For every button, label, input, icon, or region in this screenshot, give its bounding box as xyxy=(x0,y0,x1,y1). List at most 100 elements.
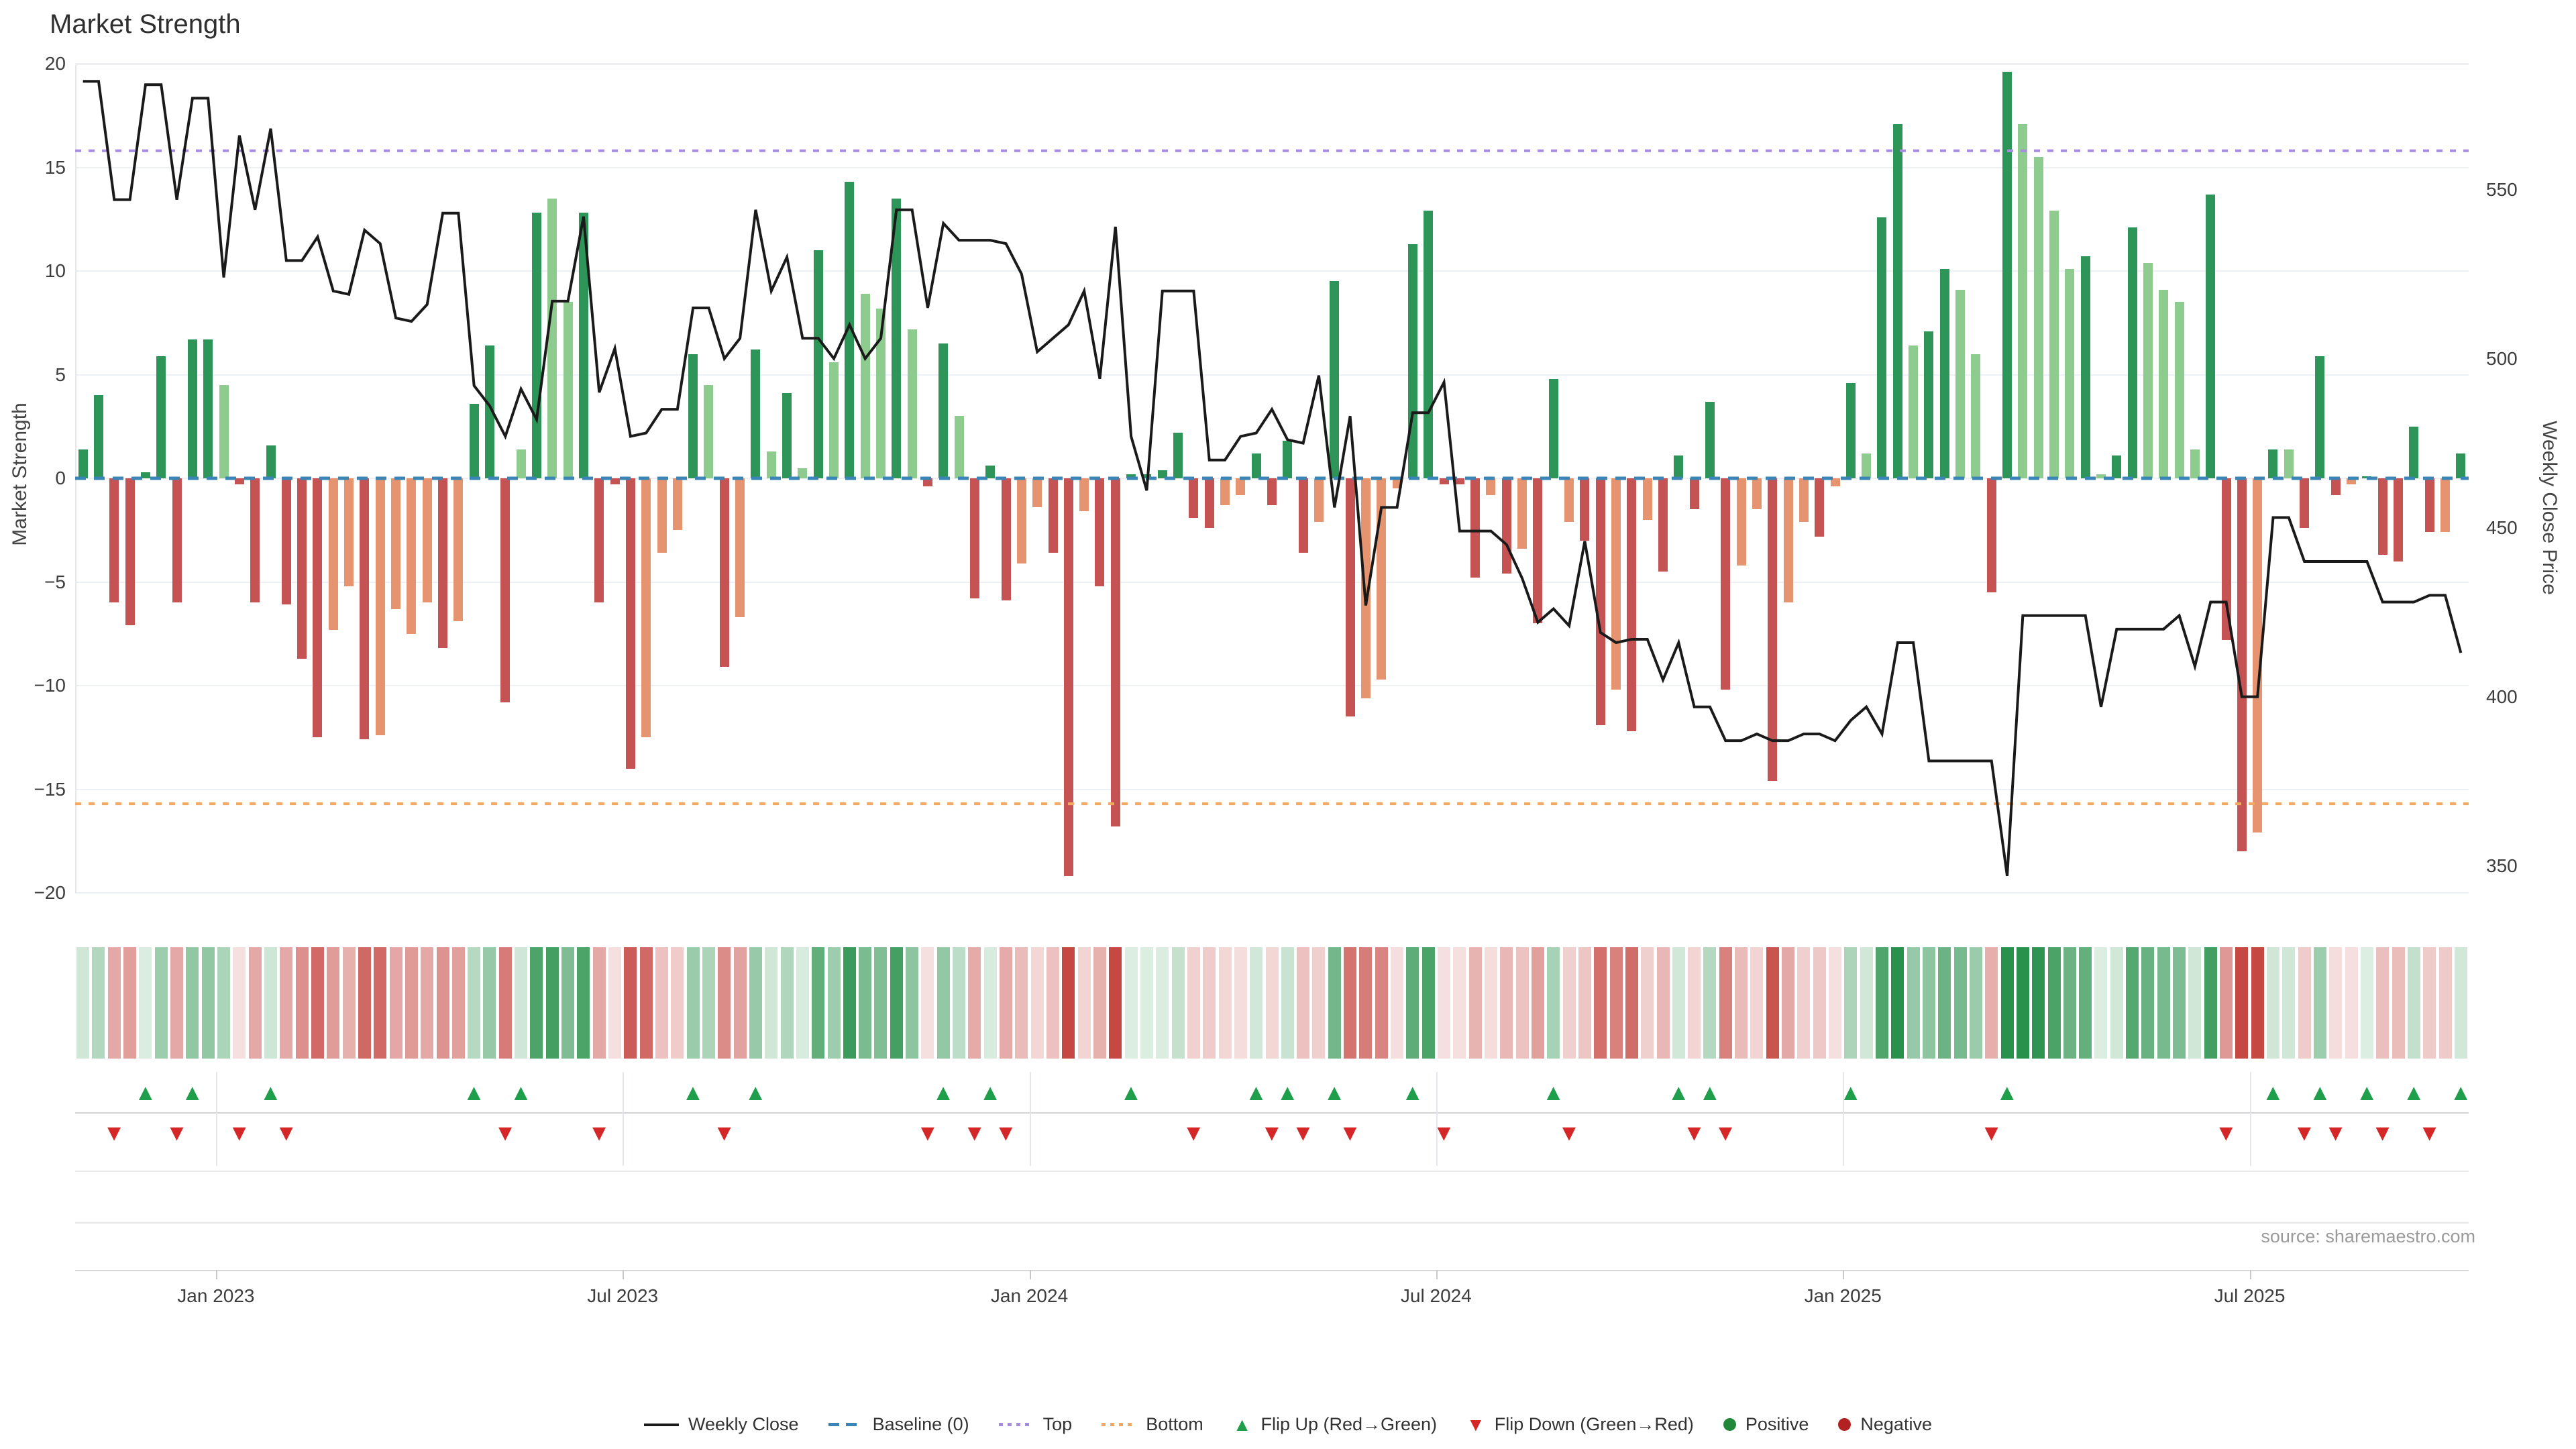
strength-bar xyxy=(1220,478,1230,506)
strength-bar xyxy=(2456,453,2466,478)
flip-up-icon: ▲ xyxy=(180,1080,204,1106)
heatmap-cell xyxy=(906,947,919,1059)
heatmap-cell xyxy=(2282,947,2296,1059)
heatmap-cell xyxy=(405,947,418,1059)
strength-bar xyxy=(813,250,823,478)
strength-bar xyxy=(1032,478,1042,508)
y-left-tick-label: −10 xyxy=(34,675,66,696)
heatmap-cell xyxy=(123,947,137,1059)
strength-bar xyxy=(109,478,119,603)
legend-item-flip-down[interactable]: ▼ Flip Down (Green→Red) xyxy=(1466,1414,1694,1435)
heatmap-cell xyxy=(2032,947,2045,1059)
legend-item-weekly-close[interactable]: Weekly Close xyxy=(644,1414,799,1435)
strength-bar xyxy=(1204,478,1214,529)
flip-up-icon: ▲ xyxy=(2355,1080,2379,1106)
strength-bar xyxy=(1768,478,1778,782)
flip-down-icon: ▼ xyxy=(1182,1120,1205,1146)
heatmap-cell xyxy=(2141,947,2155,1059)
y-right-tick-label: 400 xyxy=(2486,686,2518,707)
heatmap-cell xyxy=(2313,947,2326,1059)
heatmap-cell xyxy=(608,947,622,1059)
heatmap-cell xyxy=(1907,947,1920,1059)
heatmap-cell xyxy=(2235,947,2249,1059)
heatmap-cell xyxy=(1562,947,1576,1059)
heatmap-cell xyxy=(2345,947,2358,1059)
strength-bar xyxy=(2268,449,2278,478)
heatmap-cell xyxy=(389,947,402,1059)
x-tick-mark xyxy=(1843,1270,1845,1279)
flip-up-icon: ▲ xyxy=(1667,1080,1690,1106)
heatmap-cell xyxy=(170,947,184,1059)
strength-bar xyxy=(1815,478,1825,537)
strength-bar xyxy=(1486,478,1496,495)
heatmap-cell xyxy=(1171,947,1185,1059)
strength-bar xyxy=(2409,426,2419,478)
heatmap-cell xyxy=(2407,947,2420,1059)
flip-down-icon: ▼ xyxy=(2418,1120,2441,1146)
strength-bar xyxy=(922,478,932,487)
flip-up-icon: ▲ xyxy=(1276,1080,1299,1106)
flip-down-icon: ▼ xyxy=(1338,1120,1362,1146)
strength-bar xyxy=(2315,356,2325,478)
strength-bar xyxy=(1580,478,1590,541)
heatmap-cell xyxy=(295,947,309,1059)
legend-item-bottom[interactable]: Bottom xyxy=(1102,1414,1203,1435)
legend-item-negative[interactable]: Negative xyxy=(1838,1414,1932,1435)
strength-bar xyxy=(2112,455,2122,478)
strength-bar xyxy=(1862,453,1872,478)
legend-item-positive[interactable]: Positive xyxy=(1723,1414,1809,1435)
strength-bar xyxy=(751,350,761,478)
legend-symbol-baseline xyxy=(828,1423,863,1426)
heatmap-cell xyxy=(1328,947,1341,1059)
heatmap-cell xyxy=(796,947,809,1059)
flip-up-icon: ▲ xyxy=(1120,1080,1142,1106)
strength-bar xyxy=(1830,478,1840,487)
flip-up-icon: ▲ xyxy=(979,1080,1002,1106)
strength-bar xyxy=(140,472,150,478)
heatmap-cell xyxy=(264,947,277,1059)
strength-bar xyxy=(2143,262,2153,478)
legend-label: Positive xyxy=(1745,1414,1809,1434)
legend-label: Flip Up (Red→Green) xyxy=(1260,1414,1438,1434)
heatmap-cell xyxy=(2360,947,2373,1059)
heatmap-cell xyxy=(561,947,575,1059)
heatmap-cell xyxy=(655,947,668,1059)
strength-bar xyxy=(1658,478,1668,572)
month-gridline xyxy=(1843,1072,1845,1166)
heatmap-cell xyxy=(1578,947,1591,1059)
heatmap-cell xyxy=(2188,947,2202,1059)
strength-bar xyxy=(578,213,588,478)
strength-bar xyxy=(391,478,401,609)
heatmap-cell xyxy=(577,947,590,1059)
heatmap-cell xyxy=(1953,947,1967,1059)
x-tick-label: Jul 2025 xyxy=(2214,1285,2286,1306)
strength-bar xyxy=(1674,455,1684,478)
heatmap-cell xyxy=(1656,947,1670,1059)
heatmap-cell xyxy=(1531,947,1544,1059)
strength-bar xyxy=(2347,478,2357,485)
legend-item-top[interactable]: Top xyxy=(998,1414,1072,1435)
x-axis-line xyxy=(75,1270,2469,1271)
x-tick-mark xyxy=(2249,1270,2251,1279)
strength-bar xyxy=(1110,478,1120,827)
strength-bar xyxy=(1157,470,1167,478)
legend-item-baseline[interactable]: Baseline (0) xyxy=(828,1414,969,1435)
heatmap-cell xyxy=(515,947,528,1059)
y-left-tick-label: −15 xyxy=(34,778,66,800)
strength-bar xyxy=(266,445,276,478)
plot-gridline-h xyxy=(75,581,2469,583)
strength-bar xyxy=(2174,302,2184,478)
strength-bar xyxy=(1736,478,1746,566)
heatmap-cell xyxy=(2000,947,2014,1059)
strength-bar xyxy=(1595,478,1605,725)
flip-down-icon: ▼ xyxy=(1291,1120,1315,1146)
strength-bar xyxy=(2096,474,2106,478)
flip-up-icon: ▲ xyxy=(682,1080,704,1106)
strength-bar xyxy=(938,343,949,478)
heatmap-cell xyxy=(201,947,215,1059)
heatmap-cell xyxy=(2251,947,2264,1059)
flip-up-icon: ▲ xyxy=(1401,1080,1424,1106)
heatmap-cell xyxy=(1750,947,1764,1059)
panel-gridline xyxy=(75,1222,2469,1224)
legend-item-flip-up[interactable]: ▲ Flip Up (Red→Green) xyxy=(1233,1414,1437,1435)
